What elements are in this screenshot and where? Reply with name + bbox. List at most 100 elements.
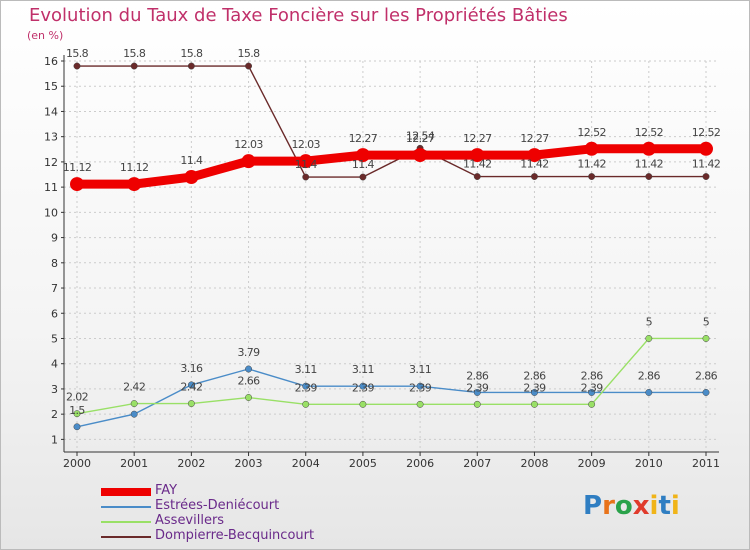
- data-label-estrees: 3.79: [237, 346, 260, 359]
- data-point-dompierre: [187, 62, 195, 70]
- data-label-fay: 11.12: [120, 161, 149, 174]
- series-line-assevillers: [76, 337, 707, 415]
- y-tick-label: 6: [51, 307, 58, 320]
- data-point-assevillers: [187, 400, 195, 408]
- chart-title: Evolution du Taux de Taxe Foncière sur l…: [29, 5, 568, 26]
- data-point-assevillers: [416, 400, 424, 408]
- x-tick-label: 2011: [692, 457, 720, 470]
- data-label-fay: 12.27: [520, 132, 549, 145]
- y-tick-label: 9: [51, 232, 58, 245]
- data-label-assevillers: 2.02: [66, 391, 88, 404]
- data-label-fay: 12.03: [291, 138, 320, 151]
- data-point-estrees: [302, 382, 310, 390]
- logo-letter: r: [602, 491, 615, 521]
- data-label-assevillers: 2.42: [123, 381, 145, 394]
- data-label-estrees: 2.86: [523, 369, 546, 382]
- legend-swatch-dompierre: [101, 536, 151, 538]
- x-tick-label: 2008: [520, 457, 548, 470]
- data-label-assevillers: 2.39: [581, 381, 604, 394]
- x-tick-label: 2005: [349, 457, 377, 470]
- data-label-estrees: 3.11: [409, 363, 431, 376]
- series-layer: [70, 62, 713, 431]
- data-label-dompierre: 11.42: [463, 158, 492, 171]
- data-label-fay: 12.27: [463, 132, 492, 145]
- data-point-fay: [127, 177, 142, 192]
- data-point-dompierre: [702, 173, 710, 180]
- data-point-estrees: [588, 389, 596, 396]
- data-label-assevillers: 2.42: [180, 381, 202, 394]
- logo-letter: o: [614, 491, 633, 521]
- data-point-fay: [355, 148, 370, 163]
- data-point-dompierre: [645, 173, 653, 180]
- data-point-dompierre: [588, 173, 596, 180]
- series-line-estrees: [76, 368, 707, 428]
- legend-label-dompierre: Dompierre-Becquincourt: [155, 528, 315, 543]
- data-label-estrees: 3.16: [180, 362, 203, 375]
- data-point-estrees: [245, 365, 252, 373]
- data-label-dompierre: 12.54: [406, 129, 435, 142]
- logo-letter: P: [583, 491, 603, 521]
- data-label-dompierre: 11.4: [352, 158, 375, 171]
- data-label-estrees: 2.86: [638, 369, 661, 382]
- data-point-estrees: [130, 410, 138, 418]
- data-point-estrees: [187, 381, 195, 389]
- data-label-dompierre: 11.4: [295, 158, 318, 171]
- data-label-dompierre: 11.42: [520, 158, 549, 171]
- data-point-estrees: [531, 389, 538, 396]
- data-label-fay: 12.27: [349, 132, 378, 145]
- x-tick-label: 2006: [406, 457, 434, 470]
- data-point-dompierre: [531, 173, 538, 180]
- x-tick-label: 2003: [235, 457, 263, 470]
- data-point-assevillers: [359, 400, 367, 408]
- y-tick-label: 7: [51, 282, 58, 295]
- data-point-fay: [641, 141, 656, 156]
- y-tick-label: 16: [44, 55, 58, 68]
- data-label-estrees: 2.86: [466, 369, 489, 382]
- logo-letter: t: [658, 491, 671, 521]
- legend-label-estrees: Estrées-Deniécourt: [155, 498, 280, 513]
- logo-letter: x: [632, 491, 650, 521]
- legend-label-fay: FAY: [155, 483, 178, 498]
- grid-layer: [64, 60, 719, 452]
- data-point-assevillers: [302, 400, 310, 408]
- data-point-assevillers: [645, 335, 653, 342]
- y-tick-label: 15: [44, 80, 58, 93]
- data-point-estrees: [702, 389, 710, 396]
- data-label-dompierre: 15.8: [123, 47, 146, 60]
- x-tick-label: 2002: [177, 457, 205, 470]
- data-point-fay: [413, 148, 428, 163]
- logo-letter: i: [670, 491, 680, 521]
- data-point-estrees: [473, 389, 481, 396]
- y-tick-label: 10: [44, 206, 58, 219]
- data-point-fay: [470, 148, 485, 163]
- data-label-dompierre: 11.42: [635, 158, 664, 171]
- data-label-assevillers: 2.39: [466, 381, 489, 394]
- y-tick-label: 4: [51, 358, 58, 371]
- data-label-dompierre: 11.42: [577, 158, 606, 171]
- proxiti-logo[interactable]: Proxiti: [583, 491, 680, 521]
- data-point-fay: [584, 141, 599, 156]
- data-label-fay: 11.12: [63, 161, 92, 174]
- data-label-assevillers: 5: [646, 315, 653, 328]
- data-point-fay: [241, 154, 256, 169]
- data-point-dompierre: [302, 173, 310, 181]
- data-label-dompierre: 15.8: [66, 47, 89, 60]
- data-point-assevillers: [588, 400, 596, 408]
- y-tick-label: 14: [44, 105, 58, 118]
- data-label-fay: 12.52: [635, 126, 664, 139]
- data-point-estrees: [359, 382, 367, 390]
- data-point-fay: [184, 170, 199, 185]
- data-point-dompierre: [130, 62, 138, 70]
- y-tick-label: 11: [44, 181, 58, 194]
- data-label-fay: 12.03: [234, 138, 263, 151]
- data-point-dompierre: [473, 173, 481, 180]
- data-label-dompierre: 15.8: [237, 47, 260, 60]
- x-tick-label: 2004: [292, 457, 320, 470]
- data-label-fay: 11.4: [180, 154, 203, 167]
- y-tick-label: 3: [51, 383, 58, 396]
- legend-swatch-assevillers: [101, 521, 151, 523]
- x-tick-label: 2001: [120, 457, 148, 470]
